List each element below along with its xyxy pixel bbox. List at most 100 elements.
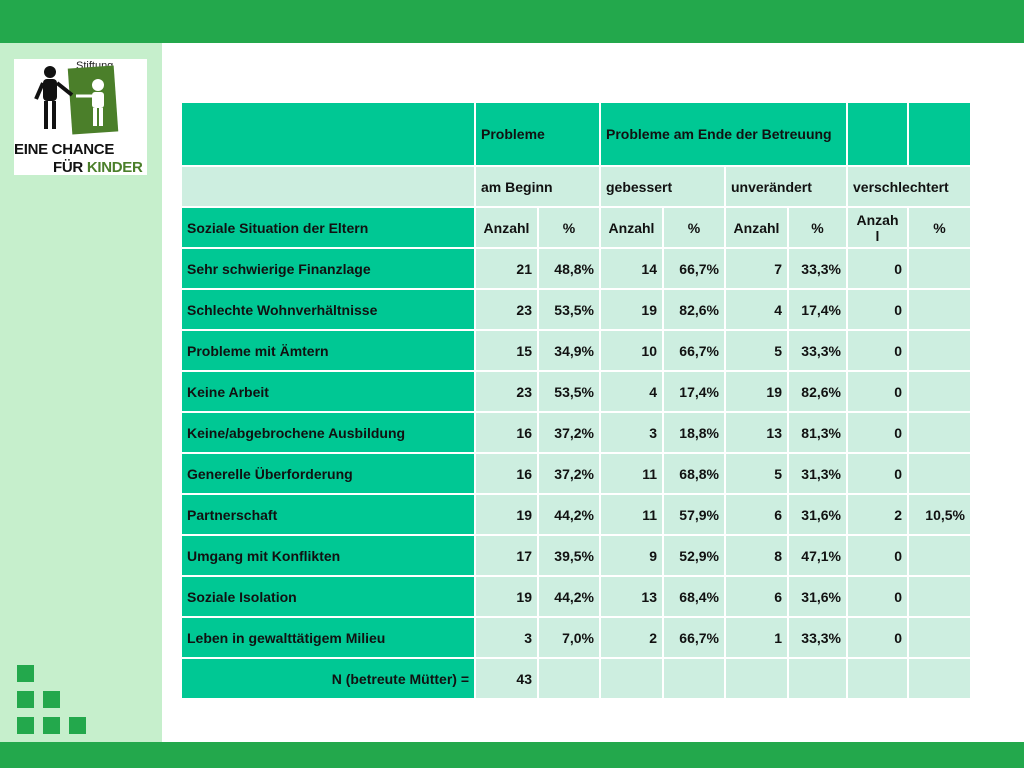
table-row: Keine/abgebrochene Ausbildung 16 37,2% 3 18,… [180, 411, 972, 454]
footer-label: N (betreute Mütter) = [180, 657, 476, 700]
table-cell: 1 [724, 616, 789, 659]
table-cell [907, 247, 972, 290]
table-cell: 0 [846, 411, 909, 454]
table-body: Sehr schwierige Finanzlage 21 48,8% 14 66,7%… [180, 247, 972, 659]
header-empty [846, 101, 909, 167]
table-cell: 66,7% [662, 616, 726, 659]
footer-row: N (betreute Mütter) = 43 [180, 657, 972, 700]
header-empty [907, 101, 972, 167]
header-gebessert: gebessert [599, 165, 726, 208]
table-cell [907, 534, 972, 577]
table-cell: 52,9% [662, 534, 726, 577]
table-cell: 10,5% [907, 493, 972, 536]
col-header: Anzahl [599, 206, 664, 249]
header-probleme: Probleme [474, 101, 601, 167]
table-cell: 11 [599, 493, 664, 536]
table-cell: 48,8% [537, 247, 601, 290]
table-cell: 16 [474, 411, 539, 454]
table-cell: 68,4% [662, 575, 726, 618]
deco-square [69, 717, 86, 734]
logo-figures-icon [34, 65, 119, 135]
table-cell: 23 [474, 370, 539, 413]
table-cell [907, 288, 972, 331]
bottom-bar [0, 742, 1024, 768]
table-cell: 37,2% [537, 411, 601, 454]
table-cell: 44,2% [537, 493, 601, 536]
table-cell: 6 [724, 493, 789, 536]
row-label: Schlechte Wohnverhältnisse [180, 288, 476, 331]
table-cell: 19 [474, 493, 539, 536]
table-cell: 15 [474, 329, 539, 372]
deco-square [17, 717, 34, 734]
row-label: Keine/abgebrochene Ausbildung [180, 411, 476, 454]
row-label: Soziale Isolation [180, 575, 476, 618]
row-label: Leben in gewalttätigem Milieu [180, 616, 476, 659]
header-row-2: am Beginn gebessert unverändert verschle… [180, 165, 972, 208]
table-cell: 33,3% [787, 329, 848, 372]
table-cell: 0 [846, 288, 909, 331]
table-cell: 47,1% [787, 534, 848, 577]
logo-fuer: FÜR [53, 159, 83, 176]
header-verschlechtert: verschlechtert [846, 165, 972, 208]
table-cell: 31,6% [787, 575, 848, 618]
table-cell: 5 [724, 452, 789, 495]
table-cell [907, 411, 972, 454]
table-cell: 3 [474, 616, 539, 659]
table-cell: 34,9% [537, 329, 601, 372]
table-cell: 13 [599, 575, 664, 618]
col-header: % [662, 206, 726, 249]
col-header: Anzahl [474, 206, 539, 249]
table-row: Soziale Isolation 19 44,2% 13 68,4% 6 31,6% 0 [180, 575, 972, 618]
table-cell: 0 [846, 616, 909, 659]
table-cell: 0 [846, 329, 909, 372]
table-cell: 11 [599, 452, 664, 495]
header-row-1: Probleme Probleme am Ende der Betreuung [180, 101, 972, 167]
deco-square [43, 691, 60, 708]
table-cell: 7,0% [537, 616, 601, 659]
table-cell: 17,4% [787, 288, 848, 331]
table-cell: 2 [846, 493, 909, 536]
table-cell: 53,5% [537, 370, 601, 413]
table-cell: 44,2% [537, 575, 601, 618]
header-am-beginn: am Beginn [474, 165, 601, 208]
col-header: % [907, 206, 972, 249]
deco-square [17, 665, 34, 682]
col-header: % [537, 206, 601, 249]
col-header: % [787, 206, 848, 249]
table-cell: 19 [474, 575, 539, 618]
header-unveraendert: unverändert [724, 165, 848, 208]
col-header: Anzah l [846, 206, 909, 249]
deco-square [17, 691, 34, 708]
header2-corner [180, 165, 476, 208]
table-cell: 16 [474, 452, 539, 495]
header-probleme-ende: Probleme am Ende der Betreuung [599, 101, 848, 167]
row-label: Sehr schwierige Finanzlage [180, 247, 476, 290]
table-cell: 53,5% [537, 288, 601, 331]
table-row: Probleme mit Ämtern 15 34,9% 10 66,7% 5 33,3% 0 [180, 329, 972, 372]
row-label: Probleme mit Ämtern [180, 329, 476, 372]
table-cell: 17,4% [662, 370, 726, 413]
table-cell: 19 [599, 288, 664, 331]
table-cell [907, 575, 972, 618]
row-label: Partnerschaft [180, 493, 476, 536]
logo-line-2: FÜR KINDER [53, 159, 143, 176]
deco-square [43, 717, 60, 734]
footer-empty [907, 657, 972, 700]
table-cell: 57,9% [662, 493, 726, 536]
table-cell: 82,6% [662, 288, 726, 331]
table-cell: 9 [599, 534, 664, 577]
table-cell: 81,3% [787, 411, 848, 454]
table-cell: 10 [599, 329, 664, 372]
footer-empty [599, 657, 664, 700]
footer-empty [846, 657, 909, 700]
table-cell: 18,8% [662, 411, 726, 454]
table-cell: 7 [724, 247, 789, 290]
table-row: Generelle Überforderung 16 37,2% 11 68,8% 5 31… [180, 452, 972, 495]
table-cell: 17 [474, 534, 539, 577]
table-cell: 39,5% [537, 534, 601, 577]
footer-empty [787, 657, 848, 700]
table-row: Sehr schwierige Finanzlage 21 48,8% 14 66,7%… [180, 247, 972, 290]
table-row: Schlechte Wohnverhältnisse 23 53,5% 19 82,6%… [180, 288, 972, 331]
table-cell [907, 329, 972, 372]
top-bar [0, 0, 1024, 43]
